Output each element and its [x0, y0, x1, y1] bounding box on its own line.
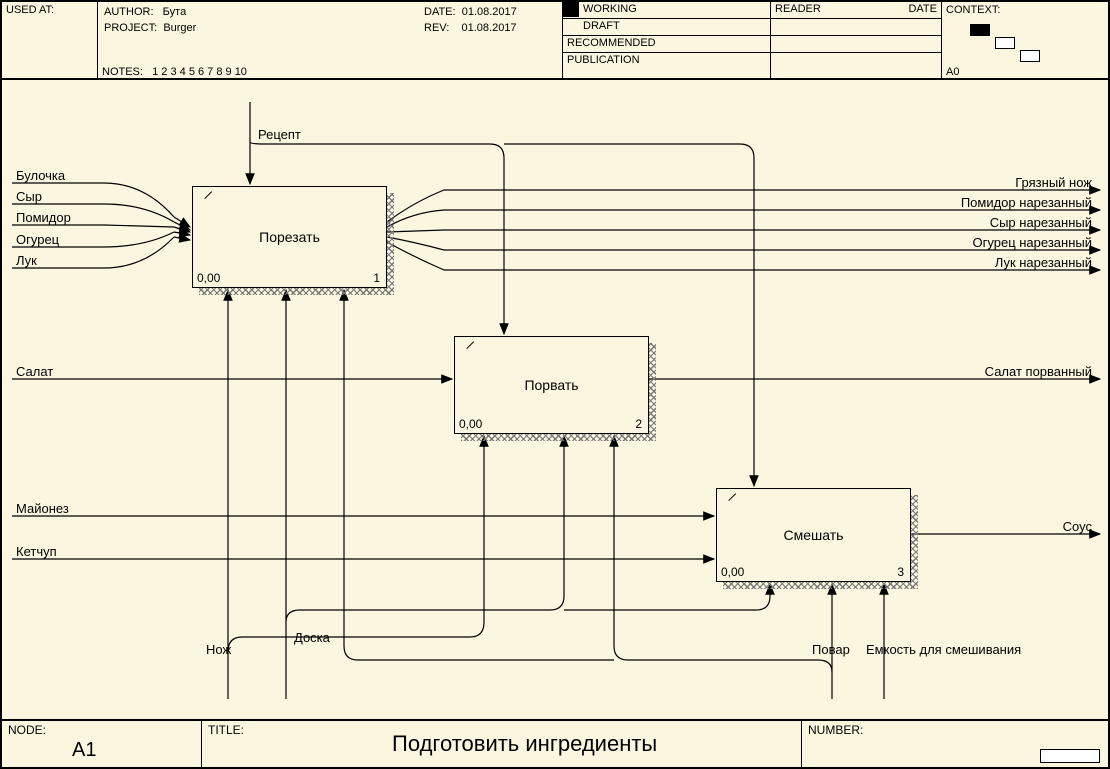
project-value: Burger: [163, 22, 196, 34]
context-ref: A0: [946, 66, 959, 78]
node-title: Смешать: [784, 527, 844, 543]
input-label: Майонез: [16, 501, 69, 516]
input-label: Кетчуп: [16, 544, 57, 559]
status-draft: DRAFT: [579, 18, 770, 33]
node-num: 3: [897, 565, 904, 579]
input-label: Лук: [16, 253, 37, 268]
context-cell: CONTEXT: A0: [942, 2, 1108, 80]
node-cost: 0,00: [197, 271, 220, 285]
output-label: Помидор нарезанный: [961, 195, 1092, 210]
node-title: Порвать: [524, 377, 578, 393]
node-num: 1: [373, 271, 380, 285]
output-label: Лук нарезанный: [995, 255, 1092, 270]
node-box-3[interactable]: Смешать 0,00 3: [716, 488, 911, 582]
used-at-label: USED AT:: [6, 4, 54, 16]
notes-label: NOTES:: [102, 66, 143, 78]
output-label: Салат порванный: [985, 364, 1092, 379]
context-box-icon: [1020, 50, 1040, 62]
number-label: NUMBER:: [808, 723, 863, 737]
number-box-icon: [1040, 749, 1100, 763]
status-publication: PUBLICATION: [563, 52, 770, 67]
input-label: Огурец: [16, 232, 59, 247]
node-title: Порезать: [259, 229, 320, 245]
title-label: TITLE:: [208, 723, 244, 737]
node-cost: 0,00: [721, 565, 744, 579]
node-corner-icon: [460, 335, 474, 349]
node-box-1[interactable]: Порезать 0,00 1: [192, 186, 387, 288]
rev-value: 01.08.2017: [462, 22, 517, 34]
author-value: Бута: [163, 6, 187, 18]
input-label: Салат: [16, 364, 53, 379]
author-label: AUTHOR:: [104, 6, 154, 18]
input-label: Булочка: [16, 168, 65, 183]
date2-label: DATE: [908, 3, 937, 15]
input-label: Сыр: [16, 189, 42, 204]
idef0-frame: USED AT: AUTHOR: Бута DATE: 01.08.2017 P…: [0, 0, 1110, 769]
node-cost: 0,00: [459, 417, 482, 431]
reader-label: READER: [775, 3, 821, 15]
notes-value: 1 2 3 4 5 6 7 8 9 10: [152, 66, 247, 78]
context-box-icon: [970, 24, 990, 36]
node-value: A1: [72, 739, 96, 762]
context-box-icon: [995, 37, 1015, 49]
node-label: NODE:: [8, 723, 46, 737]
diagram-area: Порезать 0,00 1 Порвать 0,00 2 Смешать 0…: [4, 82, 1106, 719]
used-at-cell: USED AT:: [2, 2, 98, 80]
status-marker-icon: [563, 2, 579, 17]
node-box-2[interactable]: Порвать 0,00 2: [454, 336, 649, 434]
output-label: Грязный нож: [1015, 175, 1092, 190]
date-label: DATE:: [424, 6, 456, 18]
author-cell: AUTHOR: Бута DATE: 01.08.2017 PROJECT: B…: [98, 2, 563, 80]
output-label: Соус: [1063, 519, 1092, 534]
mech-label: Повар: [812, 642, 850, 657]
input-label: Помидор: [16, 210, 71, 225]
status-recommended: RECOMMENDED: [563, 35, 770, 50]
output-label: Сыр нарезанный: [990, 215, 1092, 230]
footer: NODE: A1 TITLE: Подготовить ингредиенты …: [2, 719, 1108, 767]
project-label: PROJECT:: [104, 22, 157, 34]
status-cell: WORKING DRAFT RECOMMENDED PUBLICATION: [563, 2, 771, 80]
control-label: Рецепт: [258, 127, 301, 142]
header: USED AT: AUTHOR: Бута DATE: 01.08.2017 P…: [2, 2, 1108, 80]
context-label: CONTEXT:: [946, 4, 1000, 16]
node-corner-icon: [198, 185, 212, 199]
mech-label: Доска: [294, 630, 330, 645]
node-corner-icon: [722, 487, 736, 501]
date-value: 01.08.2017: [462, 6, 517, 18]
status-working: WORKING: [579, 2, 770, 16]
title-value: Подготовить ингредиенты: [392, 731, 657, 757]
rev-label: REV:: [424, 22, 449, 34]
reader-cell: READER DATE: [771, 2, 942, 80]
mech-label: Нож: [206, 642, 231, 657]
mech-label: Емкость для смешивания: [866, 642, 1021, 657]
output-label: Огурец нарезанный: [973, 235, 1092, 250]
node-num: 2: [635, 417, 642, 431]
